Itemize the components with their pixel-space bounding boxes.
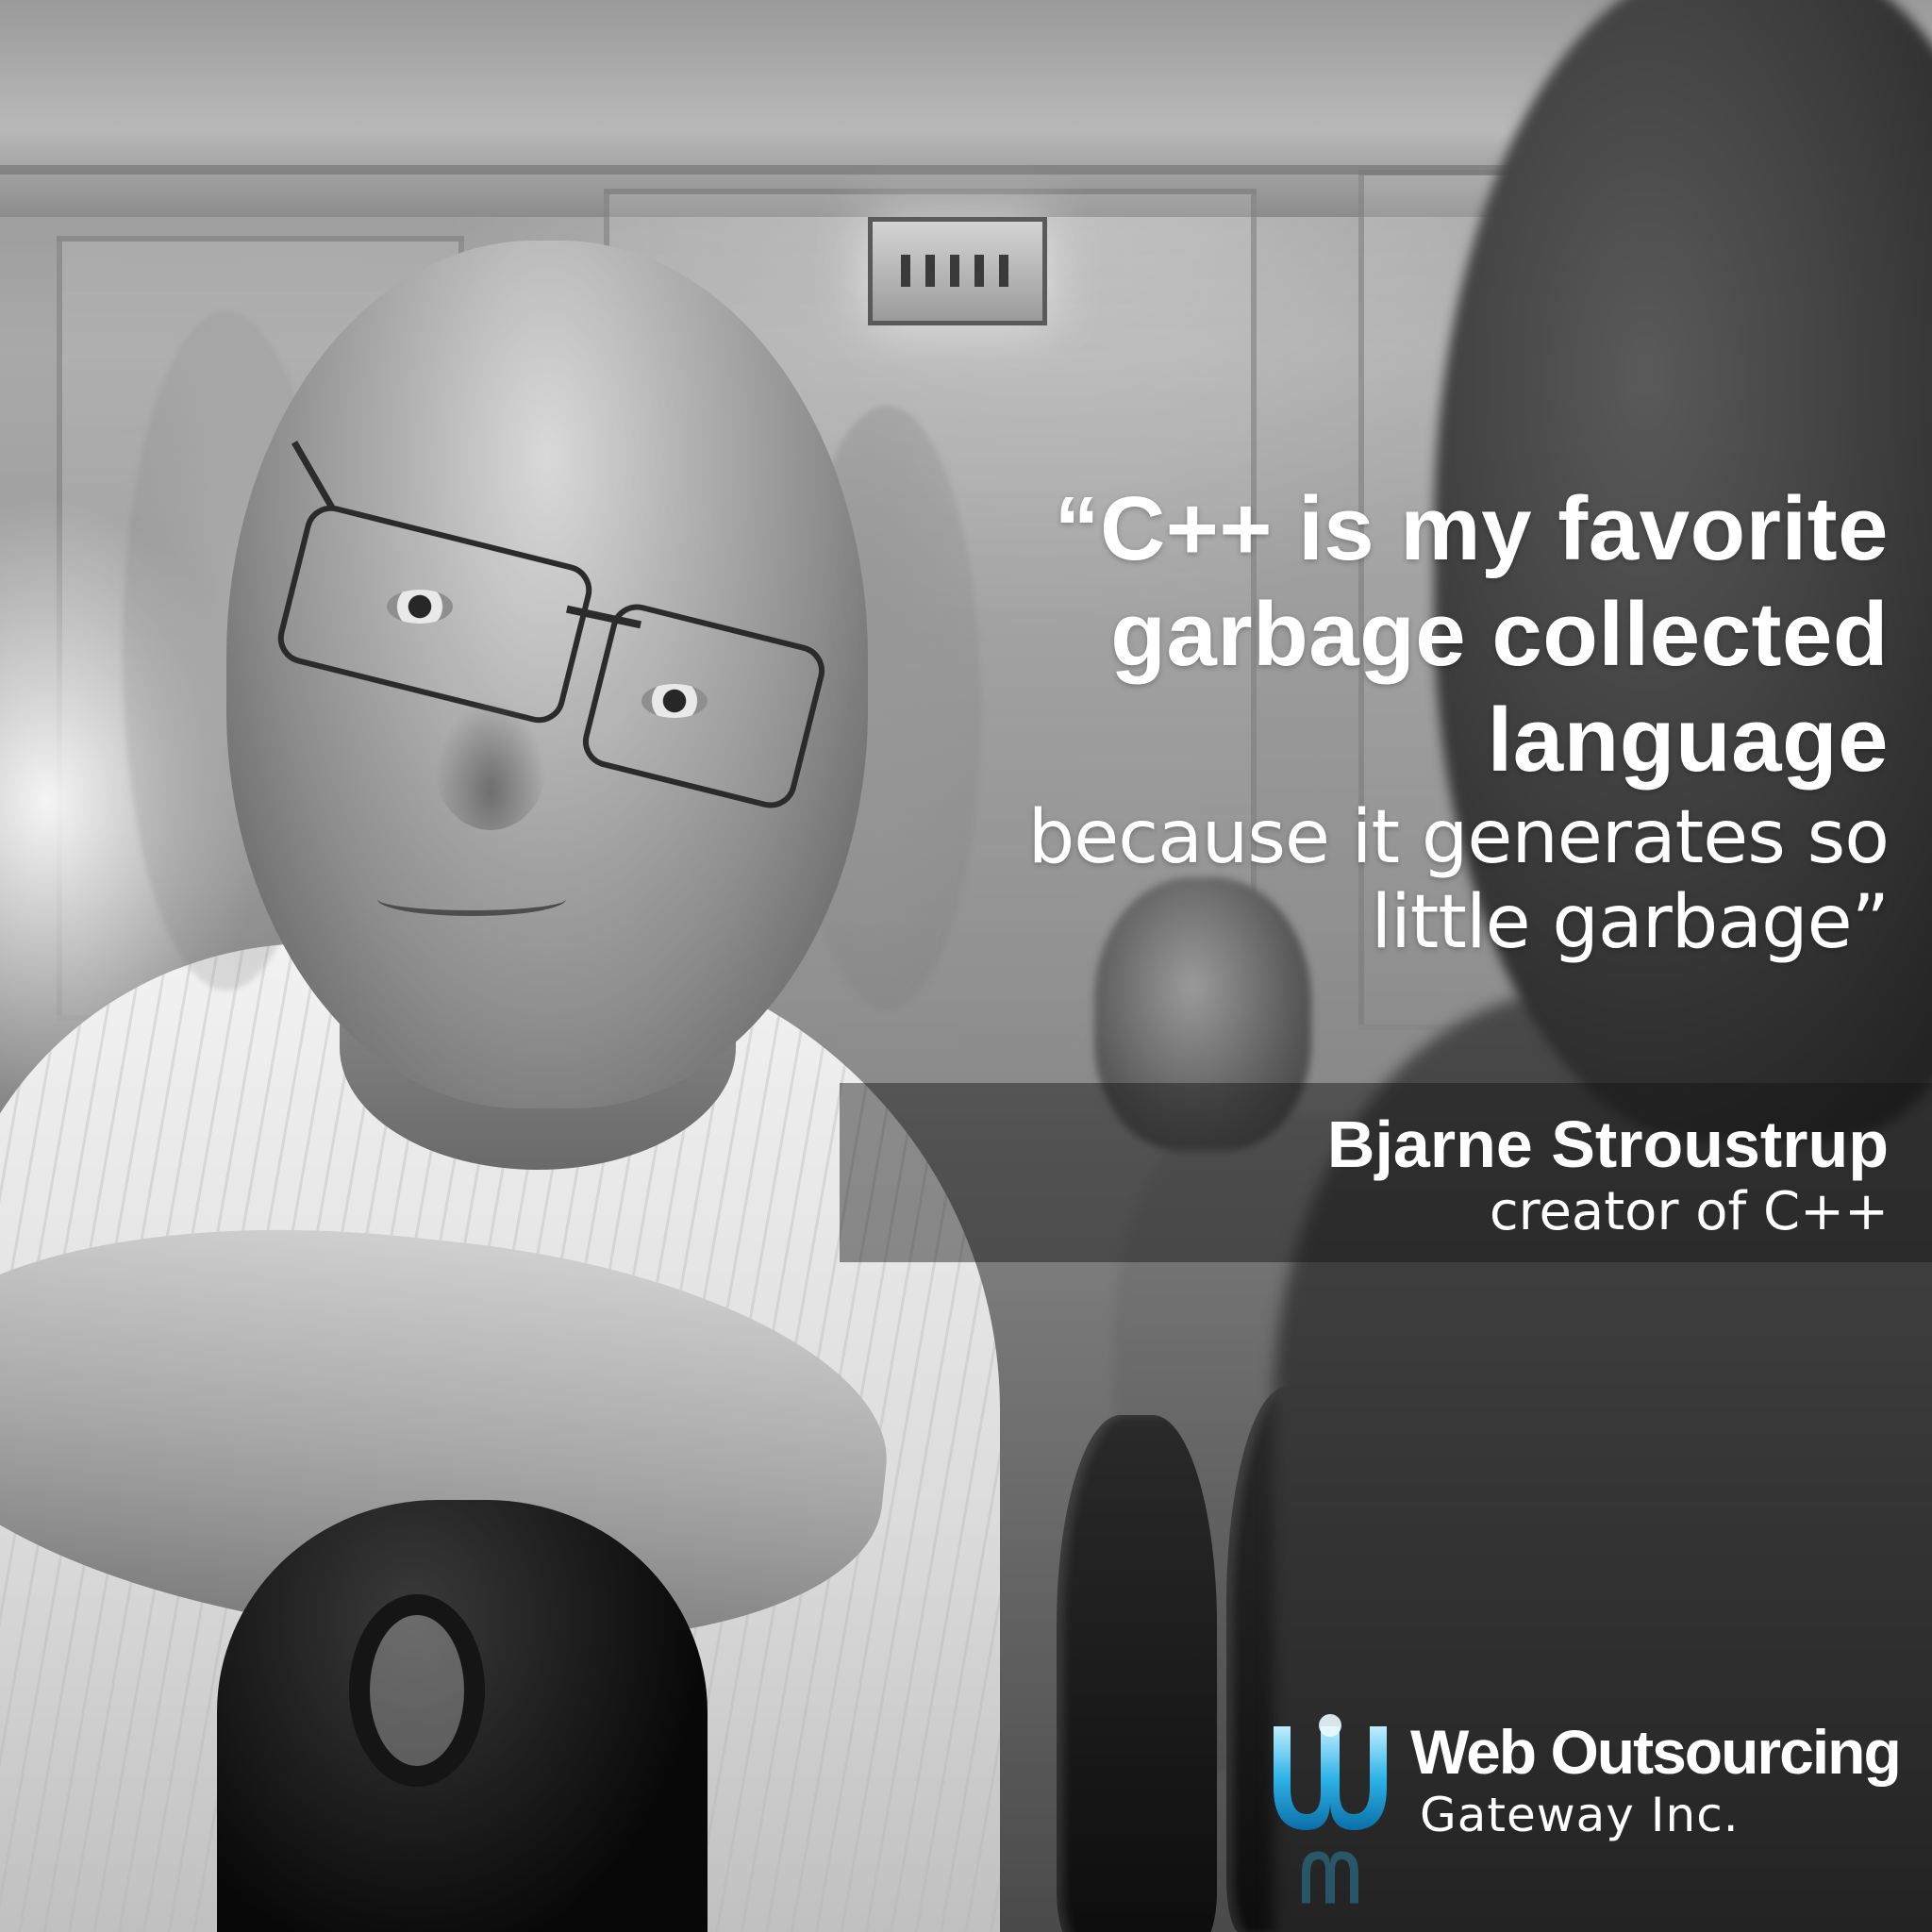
eye [387,590,453,624]
attribution-role: creator of C++ [1489,1181,1889,1242]
quote-line: language [1487,690,1889,791]
logo-brand-subtitle: Gateway Inc. [1420,1788,1740,1842]
wog-logo-reflection-icon [1302,1851,1358,1904]
eye [641,684,708,718]
chair [1057,1415,1217,1932]
attribution-band [840,1083,1932,1262]
nose [434,698,547,830]
quote-line: little garbage” [1371,880,1890,965]
quote-line: “C++ is my favorite [1054,478,1889,579]
quote-sub: because it generates so little garbage” [851,795,1890,965]
foreground-person-head [1434,0,1932,1141]
background-person-head [1094,877,1311,1151]
exit-sign-icon [868,217,1047,325]
wog-logo-icon [1274,1714,1387,1830]
main-subject-head [226,241,868,1108]
mouth [377,882,566,916]
quote-line: because it generates so [1027,795,1890,880]
attribution-name: Bjarne Stroustrup [1326,1108,1889,1181]
quote-main: “C++ is my favorite garbage collected la… [851,476,1889,793]
chair-handle-hole [349,1594,485,1787]
ceiling-molding [0,165,1932,175]
logo-brand-name: Web Outsourcing [1410,1717,1902,1787]
quote-line: garbage collected [1110,584,1889,685]
quote-block: “C++ is my favorite garbage collected la… [851,476,1890,965]
